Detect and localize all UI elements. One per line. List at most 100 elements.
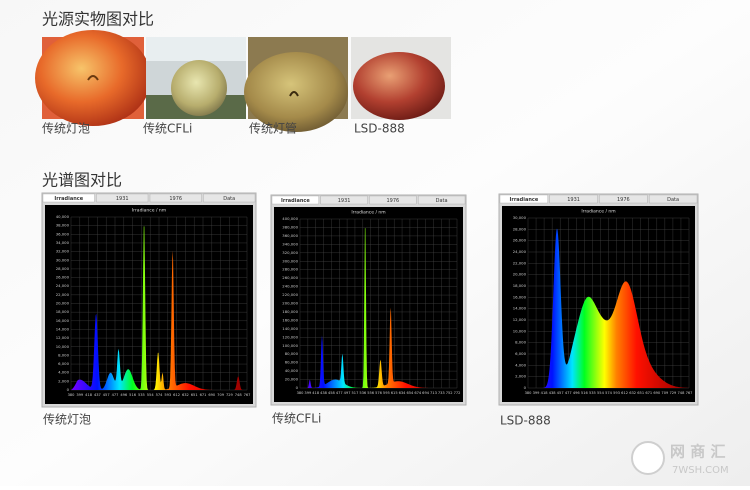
y-tick-label: 18,000 [513, 283, 527, 288]
x-tick-label: 576 [375, 391, 383, 395]
tab-label: Data [436, 198, 448, 204]
spectrum-label: 传统CFLi [272, 411, 321, 426]
y-tick-label: 340,000 [282, 241, 298, 246]
x-tick-label: 556 [367, 391, 375, 395]
x-tick-label: 593 [613, 391, 620, 395]
y-tick-label: 24,000 [56, 283, 70, 288]
y-tick-label: 30,000 [56, 257, 70, 262]
y-tick-label: 80,000 [285, 351, 299, 356]
tab-label: Irradiance [54, 196, 83, 202]
x-tick-label: 690 [653, 391, 661, 395]
x-tick-label: 437 [94, 393, 101, 397]
y-tick-label: 400,000 [282, 216, 298, 221]
x-tick-label: 651 [191, 393, 198, 397]
x-tick-label: 477 [565, 391, 572, 395]
y-tick-label: 38,000 [56, 223, 70, 228]
y-tick-label: 240,000 [282, 284, 298, 289]
x-tick-label: 632 [629, 391, 636, 395]
y-tick-label: 0 [296, 385, 299, 390]
tab [418, 195, 466, 205]
tab-label: 1976 [387, 198, 400, 204]
y-tick-label: 6,000 [58, 361, 69, 366]
y-tick-label: 16,000 [513, 294, 527, 299]
y-tick-label: 40,000 [285, 368, 299, 373]
photo [146, 37, 246, 119]
y-tick-label: 16,000 [56, 318, 70, 323]
tab-label: Irradiance [281, 198, 310, 204]
y-tick-label: 32,000 [56, 249, 70, 254]
y-tick-label: 0 [524, 385, 527, 390]
plot-background [274, 207, 463, 402]
x-tick-label: 554 [597, 391, 605, 395]
y-tick-label: 20,000 [513, 272, 527, 277]
x-tick-label: 772 [454, 391, 461, 395]
y-tick-label: 26,000 [56, 275, 70, 280]
y-tick-label: 320,000 [282, 250, 298, 255]
y-tick-label: 20,000 [285, 377, 299, 382]
photo-label: LSD-888 [354, 122, 405, 136]
x-tick-label: 554 [147, 393, 155, 397]
tab-label: Data [223, 196, 235, 202]
spectrum-panel: Irradiance 1931 1976 Data Irradiance / nm 40,… [41, 192, 257, 408]
x-tick-label: 458 [328, 391, 336, 395]
y-tick-label: 28,000 [56, 266, 70, 271]
x-tick-label: 457 [103, 393, 110, 397]
x-tick-label: 380 [297, 391, 305, 395]
photo-label: 传统灯管 [249, 121, 297, 136]
x-tick-label: 767 [244, 393, 251, 397]
x-tick-label: 380 [68, 393, 76, 397]
y-tick-label: 60,000 [285, 360, 299, 365]
y-tick-label: 18,000 [56, 309, 70, 314]
x-tick-label: 767 [686, 391, 693, 395]
x-tick-label: 477 [336, 391, 343, 395]
y-tick-label: 36,000 [56, 231, 70, 236]
x-tick-label: 535 [589, 391, 596, 395]
y-tick-label: 22,000 [56, 292, 70, 297]
tab [149, 193, 202, 203]
x-tick-label: 634 [399, 391, 407, 395]
y-tick-label: 20,000 [56, 301, 70, 306]
spectrum-curve [528, 228, 689, 388]
x-tick-label: 674 [414, 391, 422, 395]
x-tick-label: 671 [645, 391, 652, 395]
x-tick-label: 651 [637, 391, 644, 395]
x-tick-label: 497 [344, 391, 351, 395]
tab-label: 1976 [617, 197, 630, 203]
y-tick-label: 22,000 [513, 260, 527, 265]
x-tick-label: 729 [226, 393, 234, 397]
x-tick-label: 517 [352, 391, 359, 395]
y-tick-label: 4,000 [515, 362, 526, 367]
x-tick-label: 595 [383, 391, 390, 395]
x-tick-label: 748 [678, 391, 686, 395]
watermark-name: 网 商 汇 [670, 443, 725, 461]
y-tick-label: 0 [67, 387, 70, 392]
x-tick-label: 399 [533, 391, 541, 395]
photo-label: 传统CFLi [143, 121, 192, 136]
x-tick-label: 632 [182, 393, 189, 397]
spectrum-label: 传统灯泡 [43, 412, 91, 427]
plot-title: Irradiance / nm [351, 210, 385, 216]
x-tick-label: 612 [173, 393, 180, 397]
x-tick-label: 574 [605, 391, 613, 395]
x-tick-label: 399 [304, 391, 312, 395]
x-tick-label: 457 [557, 391, 564, 395]
x-tick-label: 496 [573, 391, 581, 395]
tab [271, 195, 319, 205]
y-tick-label: 360,000 [282, 233, 298, 238]
y-tick-label: 8,000 [58, 352, 69, 357]
y-tick-label: 10,000 [513, 328, 527, 333]
x-tick-label: 536 [359, 391, 367, 395]
tab [42, 193, 95, 203]
x-tick-label: 671 [200, 393, 207, 397]
spectrum-panel: Irradiance 1931 1976 Data Irradiance / nm 400… [270, 194, 467, 406]
y-tick-label: 28,000 [513, 226, 527, 231]
tab-label: Data [667, 197, 679, 203]
x-tick-label: 438 [320, 391, 328, 395]
y-tick-label: 14,000 [56, 326, 70, 331]
tab [649, 194, 698, 204]
y-tick-label: 34,000 [56, 240, 70, 245]
y-tick-label: 30,000 [513, 215, 527, 220]
x-tick-label: 535 [138, 393, 145, 397]
x-tick-label: 438 [549, 391, 557, 395]
